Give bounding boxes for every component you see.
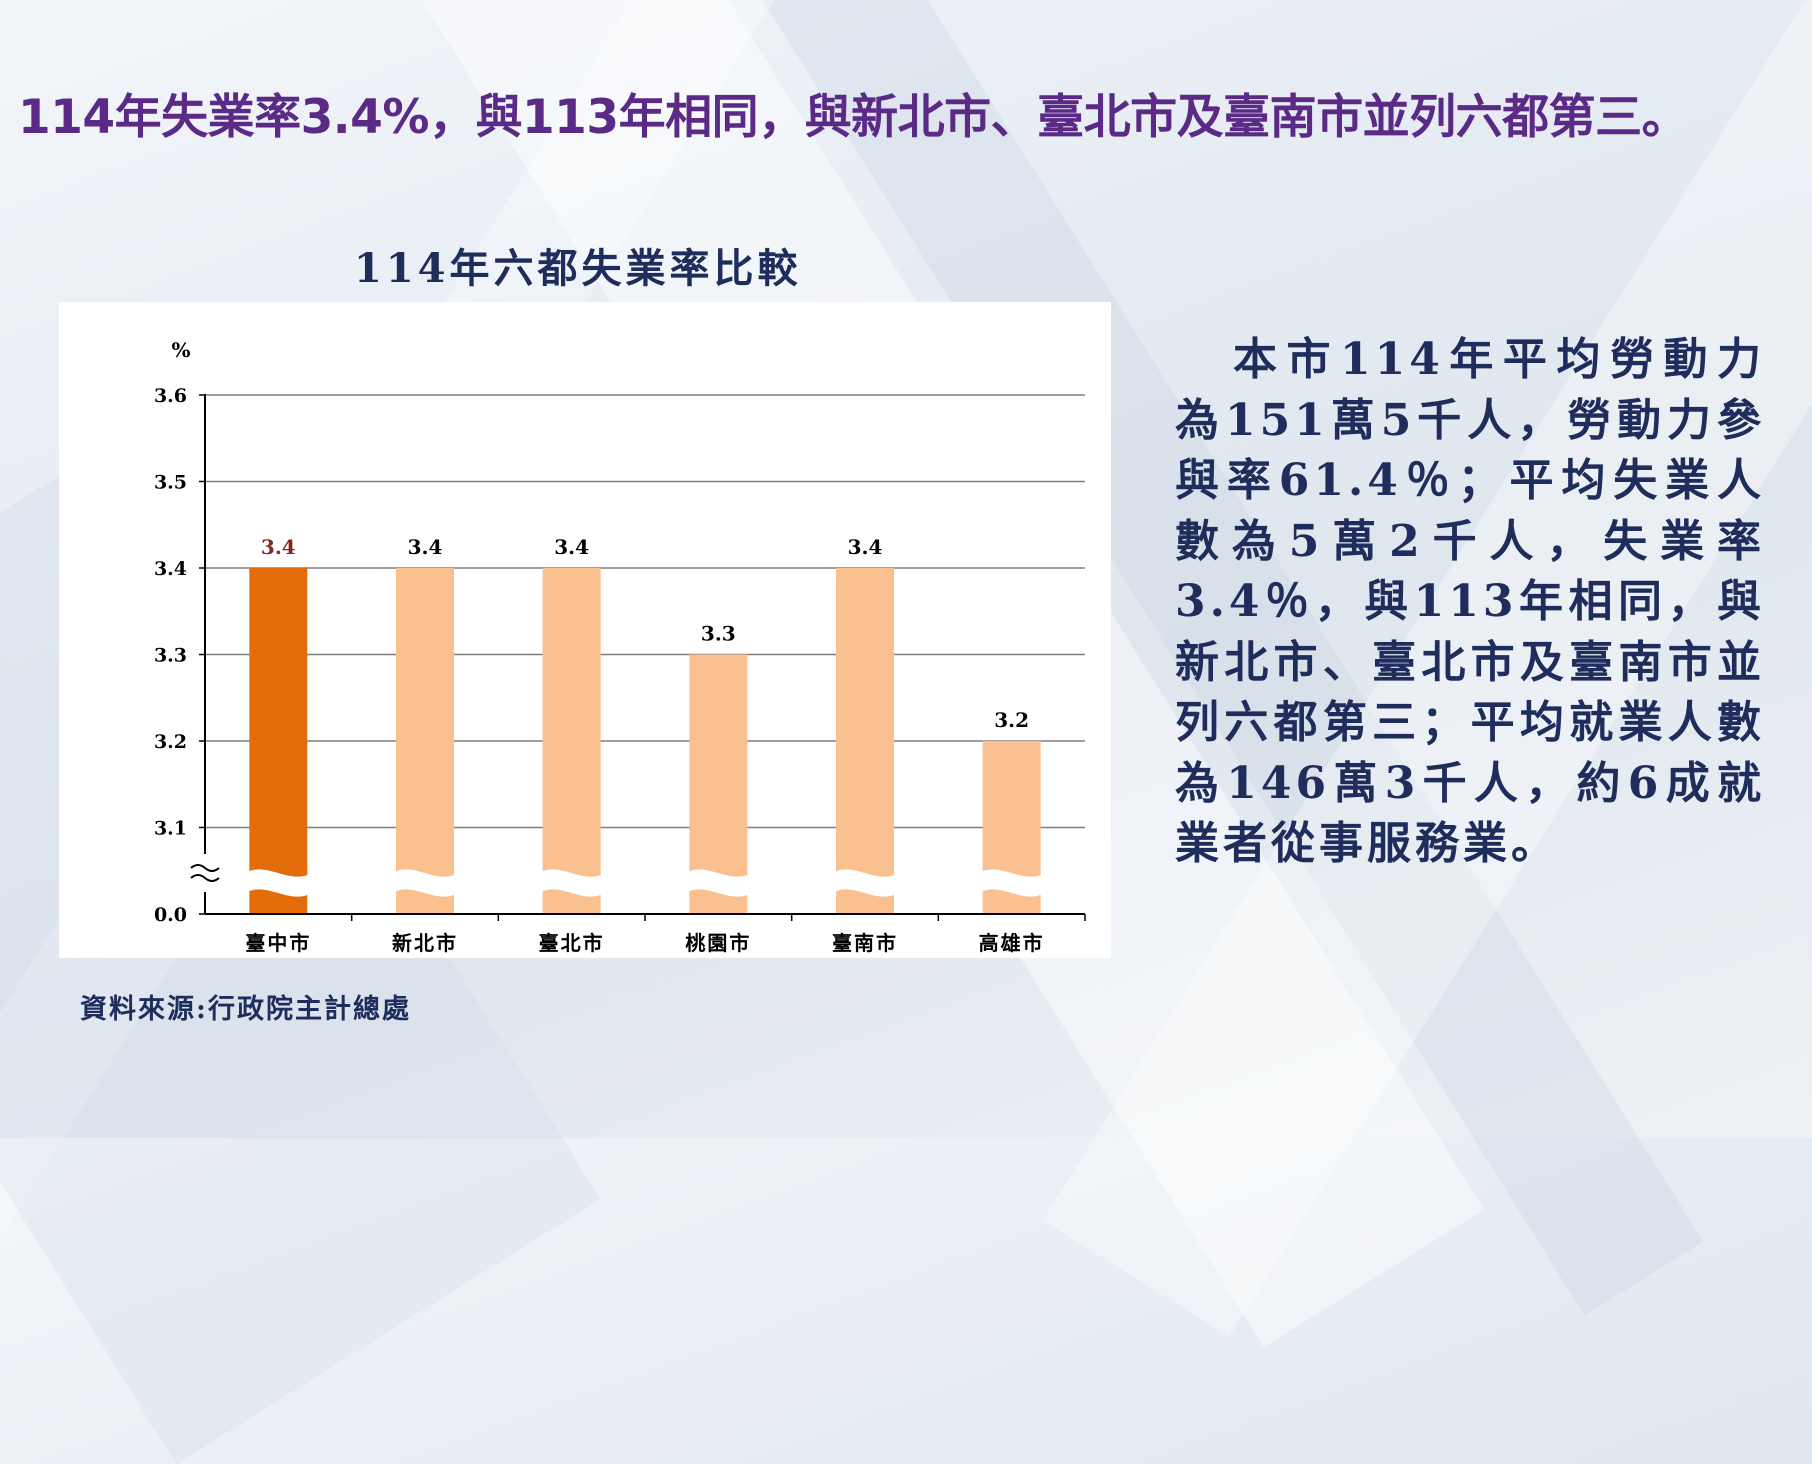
x-tick-label: 高雄市 bbox=[979, 931, 1045, 955]
data-label: 3.3 bbox=[701, 622, 736, 646]
axis-break-gap bbox=[247, 869, 310, 897]
data-label: 3.4 bbox=[848, 535, 883, 559]
axis-break-gap bbox=[687, 869, 750, 897]
y-tick-label: 0.0 bbox=[154, 904, 187, 926]
data-label: 3.4 bbox=[408, 535, 443, 559]
x-tick-label: 臺中市 bbox=[245, 931, 311, 955]
bar bbox=[836, 568, 894, 914]
bar-chart: 0.0 3.1 3.2 3.3 3.4 3.5 3.6% 3.4 臺中市 3.4 新北市 3.4 臺北市… bbox=[154, 338, 1086, 955]
x-tick-label: 臺南市 bbox=[832, 931, 898, 955]
data-label: 3.4 bbox=[554, 535, 589, 559]
axis-break-symbol bbox=[190, 864, 220, 882]
axis-break-gap bbox=[540, 869, 603, 897]
y-tick-label: 3.1 bbox=[154, 818, 187, 840]
bar bbox=[249, 568, 308, 914]
x-tick-label: 桃園市 bbox=[685, 931, 751, 955]
y-tick-label: 3.2 bbox=[154, 731, 187, 753]
y-tick-label: 3.3 bbox=[154, 645, 187, 667]
axis-break-gap bbox=[980, 869, 1043, 897]
y-tick-label: 3.6 bbox=[154, 385, 187, 407]
data-source-note: 資料來源:行政院主計總處 bbox=[80, 994, 411, 1025]
data-label: 3.4 bbox=[261, 535, 296, 559]
y-axis-unit-label: % bbox=[171, 338, 190, 362]
axis-break-gap bbox=[834, 869, 896, 897]
x-tick-label: 新北市 bbox=[392, 931, 458, 955]
summary-paragraph: 本市114年平均勞動力為151萬5千人，勞動力參與率61.4％；平均失業人數為5… bbox=[1175, 334, 1765, 869]
chart-panel: 0.0 3.1 3.2 3.3 3.4 3.5 3.6% 3.4 臺中市 3.4 新北市 3.4 臺北市… bbox=[59, 302, 1111, 958]
axis-break-gap bbox=[394, 869, 456, 897]
bar bbox=[542, 568, 601, 914]
chart-title: 114年六都失業率比較 bbox=[354, 245, 802, 292]
bar bbox=[396, 568, 454, 914]
y-tick-label: 3.5 bbox=[154, 472, 187, 494]
headline: 114年失業率3.4%，與113年相同，與新北市、臺北市及臺南市並列六都第三。 bbox=[18, 90, 1689, 145]
y-tick-label: 3.4 bbox=[154, 558, 187, 580]
data-label: 3.2 bbox=[994, 708, 1029, 732]
x-tick-label: 臺北市 bbox=[539, 931, 605, 955]
